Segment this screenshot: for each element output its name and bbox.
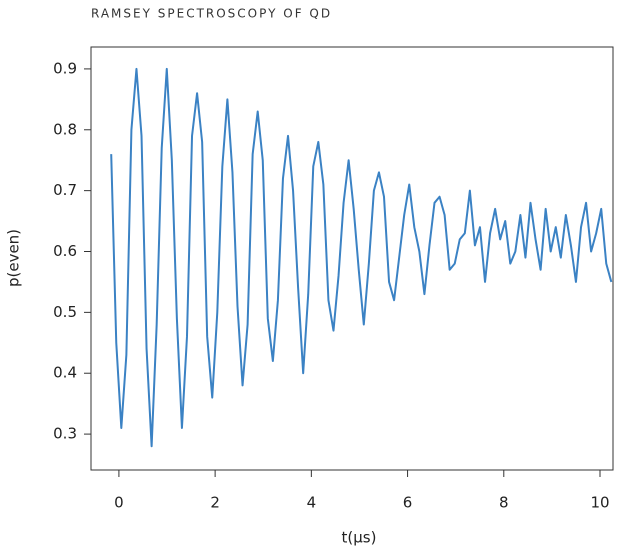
y-tick-label: 0.5 [53,303,77,321]
x-tick-label: 4 [307,494,317,512]
chart-title: RAMSEY SPECTROSCOPY OF QD [91,7,332,21]
x-tick-label: 2 [210,494,220,512]
y-tick-label: 0.4 [53,364,77,382]
y-tick-label: 0.3 [53,425,77,443]
data-line [110,67,613,448]
x-tick-label: 0 [114,494,124,512]
x-axis-label: t(μs) [342,529,377,547]
x-tick-label: 8 [499,494,509,512]
x-tick-label: 10 [590,494,609,512]
y-tick-label: 0.6 [53,242,77,260]
y-tick-label: 0.7 [53,181,77,199]
plot-frame [90,46,614,471]
y-axis-label: p(even) [5,229,23,287]
y-tick-label: 0.8 [53,120,77,138]
y-tick-label: 0.9 [53,59,77,77]
x-tick-label: 6 [403,494,413,512]
